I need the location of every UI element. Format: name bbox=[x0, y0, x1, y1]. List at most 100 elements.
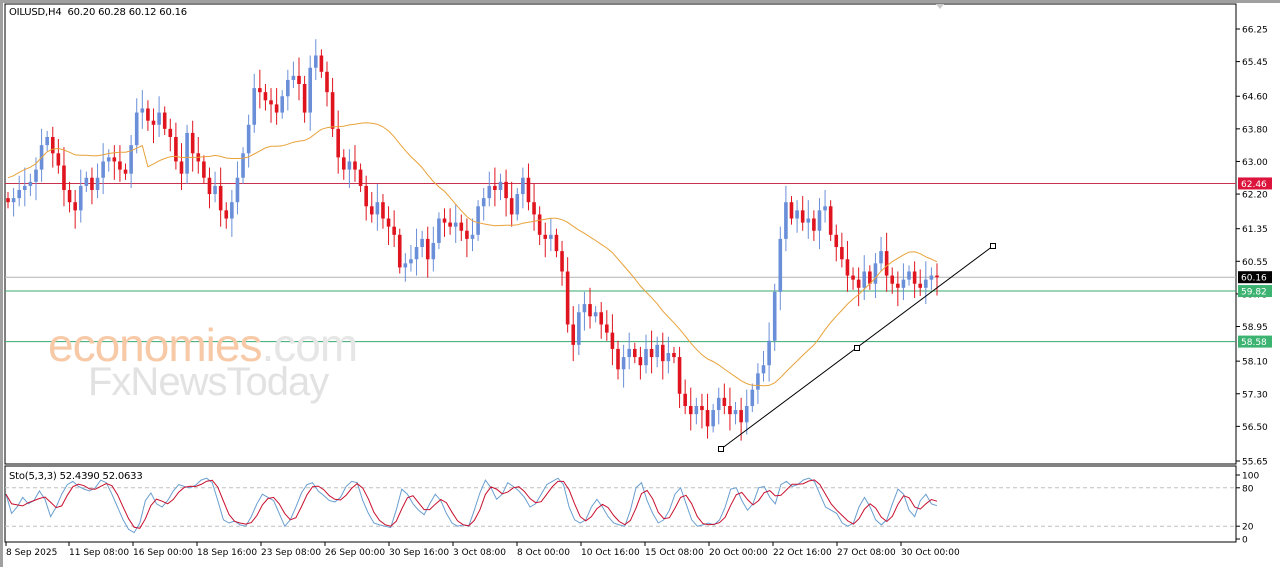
bear-candle bbox=[325, 71, 329, 93]
bear-candle bbox=[789, 202, 794, 219]
bull-candle bbox=[823, 206, 827, 211]
x-tick-label: 10 Oct 16:00 bbox=[581, 548, 640, 558]
x-tick-label: 16 Sep 00:00 bbox=[133, 548, 193, 558]
x-tick-label: 27 Oct 08:00 bbox=[837, 548, 896, 558]
bear-candle bbox=[884, 251, 889, 276]
level-label-bg-support-2 bbox=[1238, 335, 1272, 348]
y-tick-label: 66.25 bbox=[1242, 26, 1268, 36]
bear-candle bbox=[677, 357, 682, 394]
sto-y-tick-label: 100 bbox=[1242, 472, 1259, 482]
bull-candle bbox=[95, 177, 100, 190]
bear-candle bbox=[73, 202, 77, 211]
level-label-support-2: 58.58 bbox=[1241, 338, 1267, 348]
chart-title: OILUSD,H4 60.20 60.28 60.12 60.16 bbox=[9, 7, 187, 18]
bear-candle bbox=[397, 234, 402, 268]
bull-candle bbox=[627, 348, 631, 358]
bear-candle bbox=[330, 92, 335, 129]
level-label-resistance: 62.46 bbox=[1241, 180, 1267, 190]
bull-candle bbox=[711, 410, 715, 427]
bear-candle bbox=[202, 161, 206, 178]
x-tick-label: 8 Oct 00:00 bbox=[517, 548, 570, 558]
bull-candle bbox=[716, 397, 721, 411]
bear-candle bbox=[162, 112, 167, 129]
trendline-handle[interactable] bbox=[718, 446, 724, 452]
bear-candle bbox=[560, 251, 564, 272]
bull-candle bbox=[862, 271, 867, 288]
bear-candle bbox=[62, 165, 66, 190]
bear-candle bbox=[425, 238, 430, 260]
bear-candle bbox=[168, 128, 173, 137]
x-tick-label: 15 Oct 08:00 bbox=[645, 548, 704, 558]
bear-candle bbox=[812, 218, 816, 231]
bear-candle bbox=[543, 234, 548, 239]
bull-candle bbox=[784, 202, 788, 239]
bear-candle bbox=[616, 348, 620, 370]
bear-candle bbox=[151, 120, 156, 125]
trendline-handle[interactable] bbox=[854, 345, 860, 351]
bull-candle bbox=[78, 185, 83, 211]
y-tick-label: 62.20 bbox=[1242, 191, 1268, 201]
bear-candle bbox=[660, 344, 665, 362]
bull-candle bbox=[694, 405, 699, 415]
bear-candle bbox=[638, 357, 643, 366]
window-left-border bbox=[0, 0, 3, 567]
bear-candle bbox=[739, 410, 743, 423]
trendline-handle[interactable] bbox=[990, 243, 996, 249]
chart-shift-marker-icon[interactable] bbox=[936, 4, 944, 9]
bear-candle bbox=[465, 230, 469, 239]
bull-candle bbox=[577, 312, 581, 345]
bear-candle bbox=[700, 405, 704, 411]
bull-candle bbox=[252, 88, 257, 125]
bear-candle bbox=[504, 181, 508, 199]
x-tick-label: 22 Oct 16:00 bbox=[773, 548, 832, 558]
bull-candle bbox=[403, 263, 408, 268]
bear-candle bbox=[856, 279, 861, 288]
bull-candle bbox=[230, 202, 234, 219]
bear-candle bbox=[918, 283, 923, 288]
bear-candle bbox=[935, 275, 939, 278]
bull-candle bbox=[28, 181, 33, 186]
level-label-current: 60.16 bbox=[1241, 274, 1267, 284]
y-tick-label: 61.35 bbox=[1242, 225, 1268, 235]
y-tick-label: 58.10 bbox=[1242, 358, 1268, 368]
bear-candle bbox=[392, 226, 396, 235]
x-tick-label: 30 Sep 16:00 bbox=[389, 548, 449, 558]
bear-candle bbox=[599, 312, 604, 325]
bull-candle bbox=[549, 234, 553, 239]
bear-candle bbox=[123, 169, 128, 174]
bear-candle bbox=[118, 161, 122, 170]
bear-candle bbox=[274, 104, 279, 113]
bear-candle bbox=[179, 161, 184, 174]
bear-candle bbox=[845, 259, 850, 276]
bear-candle bbox=[56, 153, 61, 166]
bear-candle bbox=[828, 206, 833, 235]
bull-candle bbox=[476, 206, 480, 235]
sto-y-tick-label: 20 bbox=[1242, 523, 1254, 533]
bear-candle bbox=[112, 157, 117, 162]
bear-candle bbox=[588, 304, 592, 317]
bull-candle bbox=[34, 169, 38, 182]
bear-candle bbox=[537, 214, 542, 235]
x-tick-label: 11 Sep 08:00 bbox=[69, 548, 129, 558]
bear-candle bbox=[207, 177, 212, 195]
bull-candle bbox=[750, 389, 755, 406]
bear-candle bbox=[6, 198, 10, 203]
bull-candle bbox=[879, 251, 883, 264]
bear-candle bbox=[258, 88, 262, 93]
stochastic-d-line bbox=[5, 479, 938, 529]
bear-candle bbox=[526, 177, 531, 203]
bull-candle bbox=[134, 112, 139, 146]
level-label-bg-support-1 bbox=[1238, 285, 1272, 298]
bull-candle bbox=[924, 279, 928, 288]
sto-y-tick-label: 80 bbox=[1242, 484, 1254, 494]
bear-candle bbox=[851, 275, 855, 280]
bear-candle bbox=[509, 198, 514, 215]
y-tick-label: 60.55 bbox=[1242, 258, 1268, 268]
bull-candle bbox=[901, 279, 906, 288]
x-tick-label: 8 Sep 2025 bbox=[6, 548, 57, 558]
watermark-economies-main: economies bbox=[48, 319, 262, 371]
bull-candle bbox=[744, 405, 749, 423]
bear-candle bbox=[442, 218, 447, 223]
